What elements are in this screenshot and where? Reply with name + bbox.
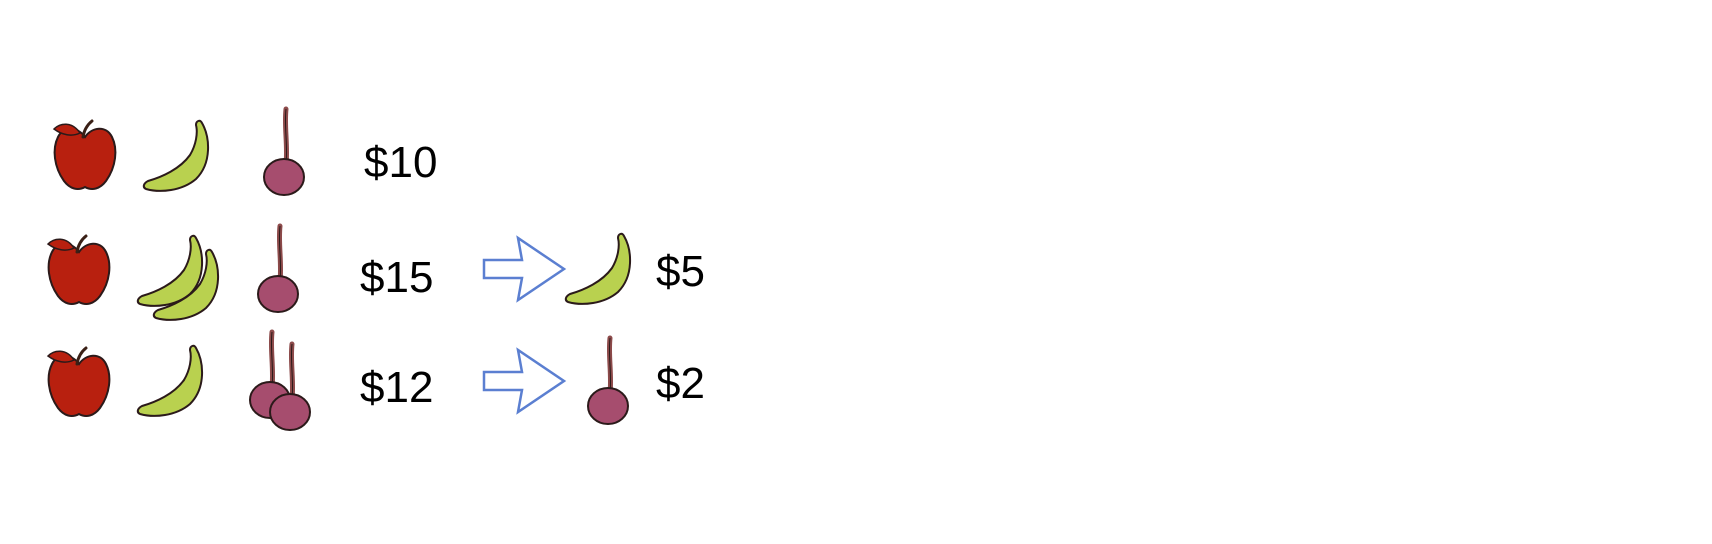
result-price-label: $5 — [656, 247, 705, 296]
banana-icon — [564, 232, 632, 305]
arrow-right-icon — [482, 235, 567, 303]
row-2: $15 $5 — [0, 220, 900, 340]
banana-icon — [136, 344, 204, 417]
price-label: $15 — [360, 253, 434, 302]
cherry-icon — [587, 335, 629, 425]
banana-icon — [152, 248, 220, 321]
cherry-icon — [269, 341, 311, 431]
row-3: $12 $2 — [0, 328, 900, 448]
row-1: $10 — [0, 105, 900, 225]
cherry-icon — [257, 223, 299, 313]
price-label: $12 — [360, 363, 434, 412]
result-price-label: $2 — [656, 359, 705, 408]
price-label: $10 — [364, 138, 438, 187]
apple-icon — [46, 346, 111, 417]
arrow-right-icon — [482, 347, 567, 415]
cherry-icon — [263, 106, 305, 196]
banana-icon — [142, 119, 210, 192]
apple-icon — [52, 119, 117, 190]
apple-icon — [46, 234, 111, 305]
